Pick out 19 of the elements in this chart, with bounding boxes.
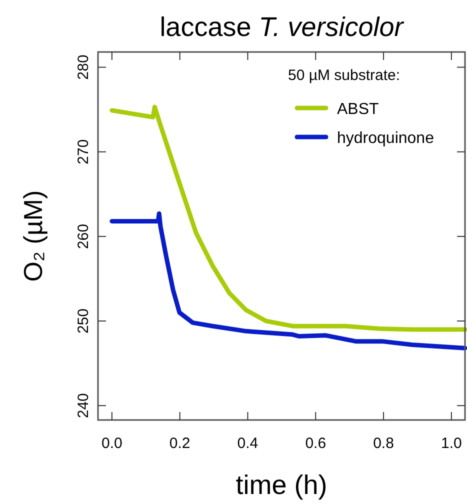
legend-label: ABST [337, 101, 380, 118]
legend-title: 50 µM substrate: [288, 67, 400, 84]
y-tick-label: 250 [75, 308, 92, 334]
y-axis-title: O₂ (µM) [18, 190, 48, 282]
x-tick-label: 0.4 [237, 435, 258, 452]
legend-label: hydroquinone [337, 130, 434, 147]
y-tick-label: 280 [75, 54, 92, 80]
line-series [110, 104, 467, 332]
x-axis-title: time (h) [236, 470, 328, 500]
x-tick-label: 0.2 [169, 435, 190, 452]
x-tick-label: 0.8 [373, 435, 394, 452]
y-tick-label: 260 [75, 224, 92, 249]
x-tick-label: 0.0 [101, 435, 122, 452]
x-tick-label: 1.0 [440, 435, 462, 452]
y-tick-label: 240 [75, 393, 92, 418]
x-tick-label: 0.6 [305, 435, 326, 452]
y-tick-label: 270 [75, 139, 92, 164]
chart-title: laccase T. versicolor [160, 12, 404, 42]
line-series [110, 211, 467, 350]
